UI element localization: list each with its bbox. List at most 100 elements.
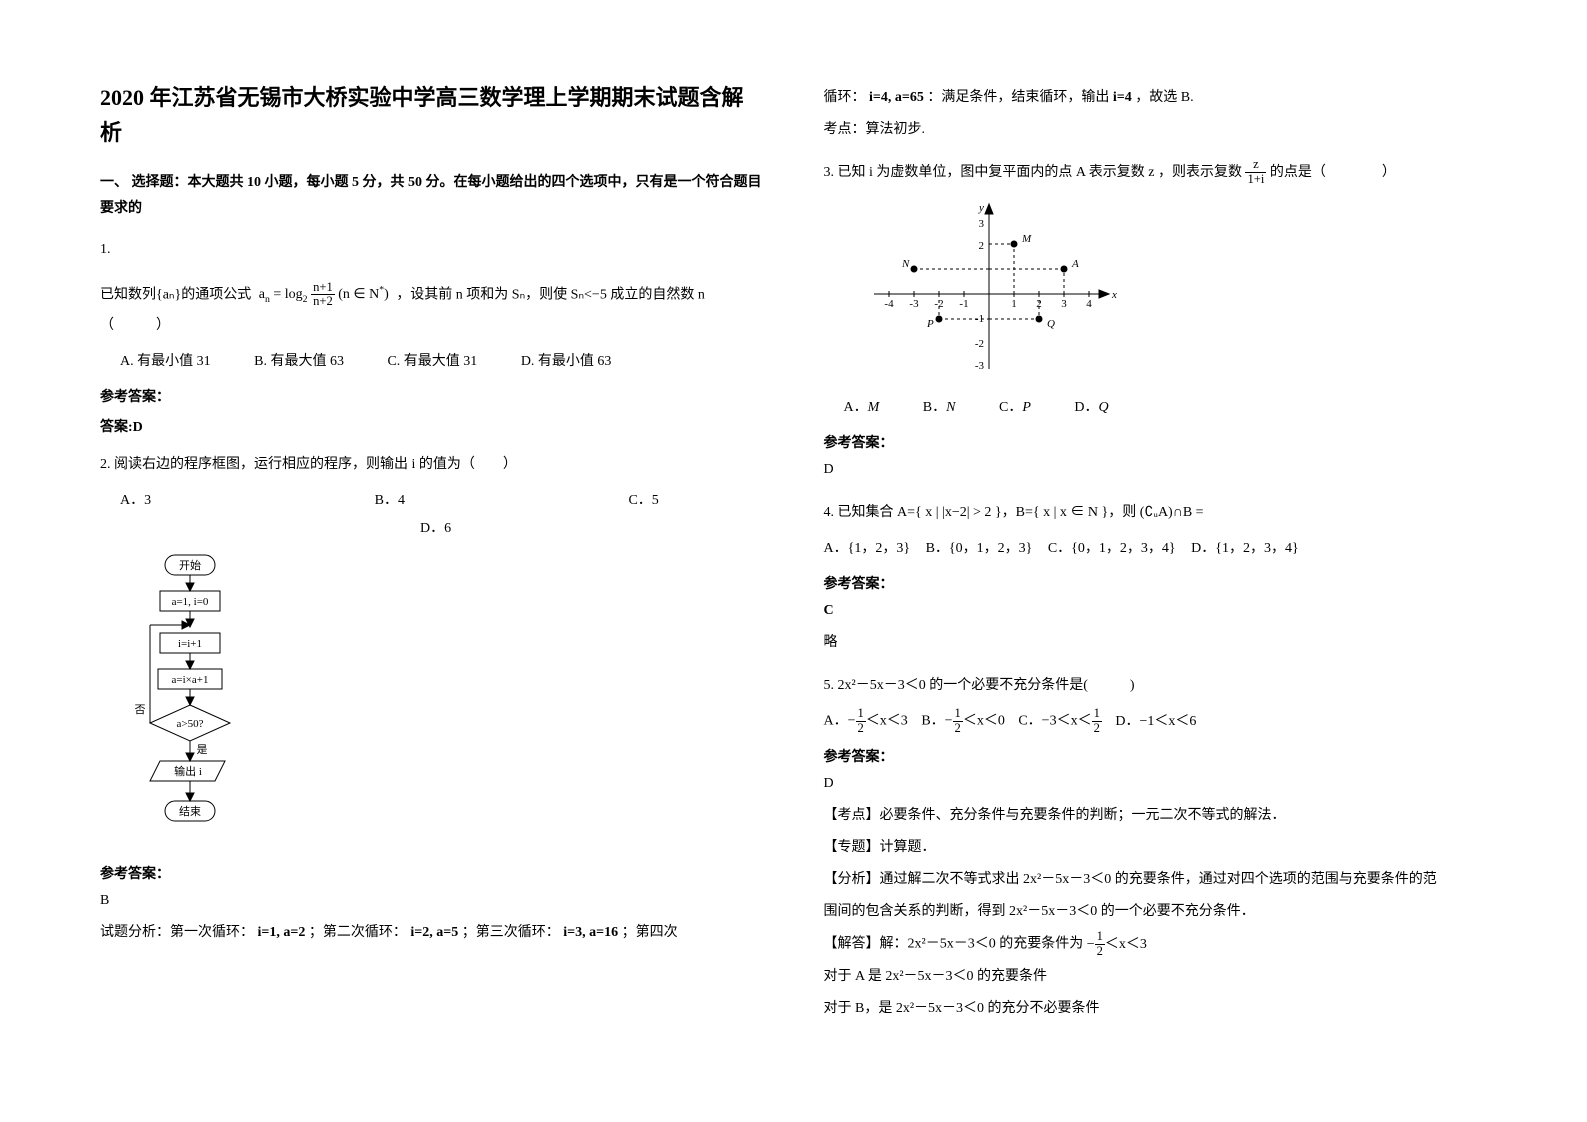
q2-sep2: ；第三次循环： <box>462 925 560 940</box>
q5-jieda-range: −12＜x＜3 <box>1087 937 1147 952</box>
q1-answer-label: 参考答案： <box>100 386 764 406</box>
q2-analysis-prefix: 试题分析：第一次循环： <box>100 925 254 940</box>
q4-option-d: D．{1，2，3，4} <box>1191 535 1299 563</box>
svg-text:N: N <box>901 258 910 270</box>
q4-expr: (∁ᵤA)∩B <box>1140 505 1192 520</box>
q2-step1: i=1, a=2 <box>258 925 306 940</box>
complex-plane-svg: x y -4-3-2-1 1234 23 -1-2-3 <box>864 199 1124 379</box>
svg-text:a=1, i=0: a=1, i=0 <box>172 596 209 608</box>
svg-text:-1: -1 <box>959 298 968 310</box>
q3-answer-label: 参考答案： <box>824 432 1488 452</box>
svg-text:i=i+1: i=i+1 <box>178 638 202 650</box>
svg-text:3: 3 <box>978 218 984 230</box>
svg-text:a>50?: a>50? <box>177 718 204 730</box>
question-4: 4. 已知集合 A={ x | |x−2| > 2 }，B={ x | x ∈ … <box>824 498 1488 529</box>
q1-answer-value: D <box>133 420 143 435</box>
q1-options: A. 有最小值 31 B. 有最大值 63 C. 有最大值 31 D. 有最小值… <box>120 348 764 376</box>
question-3: 3. 已知 i 为虚数单位，图中复平面内的点 A 表示复数 z ，则表示复数 z… <box>824 158 1488 189</box>
q5-kaodian: 【考点】必要条件、充分条件与充要条件的判断；一元二次不等式的解法． <box>824 802 1488 830</box>
q2-sep1: ；第二次循环： <box>309 925 407 940</box>
q5-option-a: A．−12＜x＜3 <box>824 707 908 736</box>
q3-options: A．M B．N C．P D．Q <box>844 394 1488 422</box>
loop-vals: i=4, a=65 <box>869 90 924 105</box>
q4-number: 4. <box>824 505 835 520</box>
q5-answer: D <box>824 770 1488 798</box>
svg-text:4: 4 <box>1086 298 1092 310</box>
q2-answer-label: 参考答案： <box>100 863 764 883</box>
q4-post: }，则 <box>1102 505 1137 520</box>
q3-option-b: B．N <box>923 394 956 422</box>
q5-options: A．−12＜x＜3 B．−12＜x＜0 C．−3＜x＜12 D．−1＜x＜6 <box>824 707 1488 736</box>
complex-plane: x y -4-3-2-1 1234 23 -1-2-3 <box>864 199 1488 384</box>
loop-tail: ，故选 B. <box>1135 90 1193 105</box>
loop-out: i=4 <box>1113 90 1132 105</box>
svg-text:M: M <box>1021 233 1032 245</box>
q2-answer: B <box>100 887 764 915</box>
svg-text:A: A <box>1071 258 1079 270</box>
q5-zhuanti: 【专题】计算题． <box>824 834 1488 862</box>
q1-stem-prefix: 已知数列{aₙ}的通项公式 <box>100 287 251 302</box>
q5-option-d: D．−1＜x＜6 <box>1115 708 1196 736</box>
q2-option-d: D．6 <box>420 515 451 543</box>
q2-option-b: B．4 <box>375 487 405 515</box>
q3-option-d: D．Q <box>1074 394 1108 422</box>
section-header: 一、 选择题：本大题共 10 小题，每小题 5 分，共 50 分。在每小题给出的… <box>100 170 764 220</box>
q2-option-a: A．3 <box>120 487 151 515</box>
q3-answer: D <box>824 456 1488 484</box>
q3-fraction: z1+i <box>1245 158 1266 187</box>
q4-setB: x | x ∈ N <box>1043 505 1098 520</box>
flowchart-svg: 开始 a=1, i=0 i=i+1 a=i×a+1 <box>130 553 270 853</box>
q5-option-c: C．−3＜x＜12 <box>1018 707 1102 736</box>
q2-options: A．3 B．4 C．5 D．6 <box>120 487 764 543</box>
q5-lineB: 对于 B，是 2x²－5x－3＜0 的充分不必要条件 <box>824 995 1488 1023</box>
q3-number: 3. <box>824 165 835 180</box>
q3-option-c: C．P <box>999 394 1031 422</box>
q4-prefix: 已知集合 A={ <box>838 505 922 520</box>
q5-option-b: B．−12＜x＜0 <box>921 707 1005 736</box>
q2-step3: i=3, a=16 <box>563 925 618 940</box>
svg-text:Q: Q <box>1047 318 1055 330</box>
q5-jieda-prefix: 【解答】解：2x²－5x－3＜0 的充要条件为 <box>824 937 1084 952</box>
q3-option-a: A．M <box>844 394 880 422</box>
q5-fenxi2: 围间的包含关系的判断，得到 2x²－5x－3＜0 的一个必要不充分条件． <box>824 898 1488 926</box>
loop-prefix: 循环： <box>824 90 866 105</box>
left-column: 2020 年江苏省无锡市大桥实验中学高三数学理上学期期末试题含解析 一、 选择题… <box>100 80 764 1027</box>
svg-text:-3: -3 <box>974 360 984 372</box>
svg-text:是: 是 <box>197 743 208 756</box>
q1-option-a: A. 有最小值 31 <box>120 348 211 376</box>
q5-number: 5. <box>824 678 835 693</box>
q1-answer: 答案:D <box>100 416 764 436</box>
q1-formula: an = log2 n+1n+2 (n ∈ N*) <box>259 287 393 302</box>
svg-text:结束: 结束 <box>179 805 201 818</box>
q2-stem: 阅读右边的程序框图，运行相应的程序，则输出 i 的值为（ ） <box>114 457 517 472</box>
q2-sep3: ；第四次 <box>622 925 678 940</box>
q4-eq: = <box>1196 505 1204 520</box>
q1-answer-prefix: 答案: <box>100 420 133 435</box>
q4-setA: x | |x−2| > 2 <box>925 505 991 520</box>
svg-text:2: 2 <box>978 240 984 252</box>
q4-option-b: B．{0，1，2，3} <box>926 535 1033 563</box>
q1-number: 1. <box>100 242 111 257</box>
q3-stem-prefix: 已知 i 为虚数单位，图中复平面内的点 A 表示复数 z ，则表示复数 <box>838 165 1242 180</box>
q5-stem: 2x²－5x－3＜0 的一个必要不充分条件是( ) <box>838 678 1135 693</box>
svg-text:1: 1 <box>1011 298 1017 310</box>
q5-answer-label: 参考答案： <box>824 746 1488 766</box>
q2-option-c: C．5 <box>628 487 658 515</box>
q4-option-a: A．{1，2，3} <box>824 535 911 563</box>
q5-jieda: 【解答】解：2x²－5x－3＜0 的充要条件为 −12＜x＜3 <box>824 930 1488 959</box>
question-5: 5. 2x²－5x－3＜0 的一个必要不充分条件是( ) <box>824 671 1488 702</box>
q5-lineA: 对于 A 是 2x²－5x－3＜0 的充要条件 <box>824 963 1488 991</box>
svg-text:-4: -4 <box>884 298 894 310</box>
q3-stem-suffix: 的点是（ ） <box>1270 165 1396 180</box>
q2-step2: i=2, a=5 <box>410 925 458 940</box>
q4-mid: }，B={ <box>995 505 1040 520</box>
loop-rest: ：满足条件，结束循环，输出 <box>927 90 1109 105</box>
svg-text:输出 i: 输出 i <box>174 764 202 778</box>
q1-option-c: C. 有最大值 31 <box>387 348 477 376</box>
svg-text:P: P <box>926 318 934 330</box>
right-column: 循环： i=4, a=65 ：满足条件，结束循环，输出 i=4 ，故选 B. 考… <box>824 80 1488 1027</box>
exam-title: 2020 年江苏省无锡市大桥实验中学高三数学理上学期期末试题含解析 <box>100 80 764 150</box>
flowchart: 开始 a=1, i=0 i=i+1 a=i×a+1 <box>130 553 764 853</box>
svg-text:否: 否 <box>135 704 146 716</box>
q4-answer: C <box>824 597 1488 625</box>
